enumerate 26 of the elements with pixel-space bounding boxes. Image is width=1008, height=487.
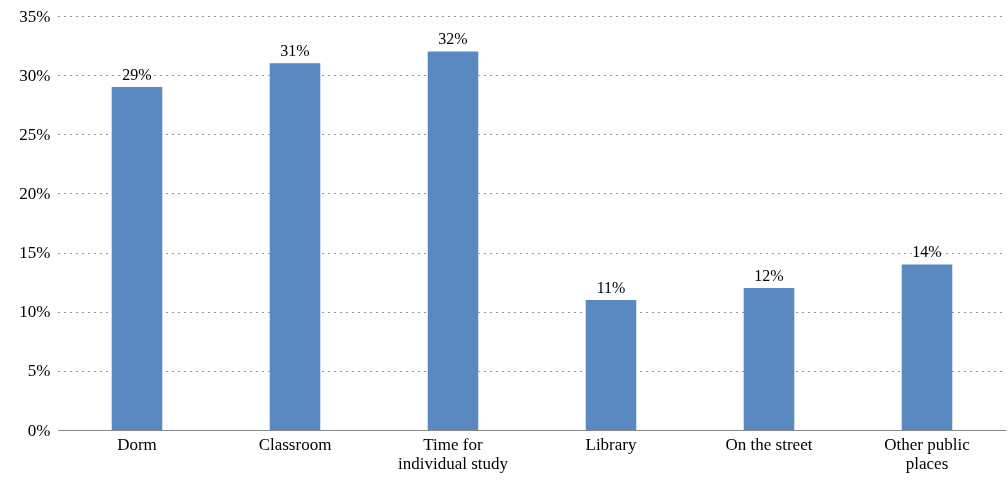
bar	[901, 264, 953, 430]
data-label: 12%	[754, 267, 784, 285]
data-label: 32%	[438, 30, 468, 48]
x-tick-label: Classroom	[258, 434, 332, 454]
bar	[427, 51, 479, 430]
data-label: 11%	[596, 278, 626, 296]
y-tick-label: 15%	[19, 243, 51, 263]
y-tick-label: 30%	[19, 65, 51, 85]
x-tick-label: On the street	[725, 434, 813, 454]
y-tick-label: 10%	[19, 302, 51, 322]
data-label: 14%	[912, 243, 942, 261]
bar	[269, 63, 321, 430]
x-tick-label: Other public places	[884, 434, 971, 473]
x-tick-label: Library	[585, 434, 637, 454]
y-tick-label: 35%	[19, 6, 51, 26]
y-tick-label: 0%	[27, 420, 51, 440]
bar	[111, 86, 163, 430]
y-tick-label: 5%	[27, 361, 51, 381]
data-label: 29%	[122, 65, 152, 83]
bar	[743, 288, 795, 430]
y-tick-label: 20%	[19, 183, 51, 203]
x-tick-label: Dorm	[117, 434, 157, 454]
bar	[585, 299, 637, 430]
x-tick-label: Time for individual study	[397, 434, 509, 473]
data-label: 31%	[280, 42, 310, 60]
y-tick-label: 25%	[19, 124, 51, 144]
